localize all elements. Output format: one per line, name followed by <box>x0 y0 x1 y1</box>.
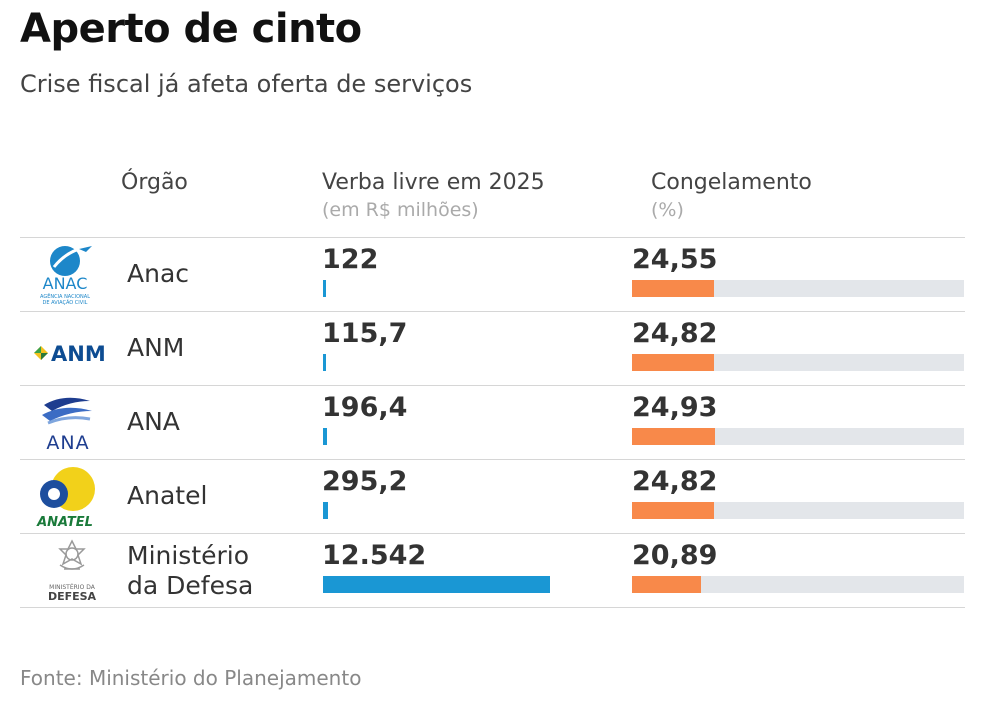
defesa-logo: MINISTÉRIO DA DEFESA <box>24 539 106 603</box>
org-name-line1: Ministério <box>127 541 250 570</box>
congelamento-track <box>632 502 964 519</box>
congelamento-value: 24,55 <box>632 244 718 275</box>
header-congelamento: Congelamento <box>651 170 812 195</box>
verba-bar <box>323 428 327 445</box>
congelamento-bar <box>632 428 715 445</box>
data-table: ANAC AGÊNCIA NACIONAL DE AVIAÇÃO CIVIL A… <box>20 237 965 608</box>
chart-subtitle: Crise fiscal já afeta oferta de serviços <box>20 70 473 98</box>
org-name: Anatel <box>127 481 208 510</box>
verba-value: 196,4 <box>322 392 408 423</box>
ana-logo-text: ANA <box>46 432 89 454</box>
congelamento-track <box>632 280 964 297</box>
verba-bar <box>323 576 550 593</box>
anm-logo-text: ANM <box>51 342 106 366</box>
org-name-line2: da Defesa <box>127 571 254 600</box>
org-name: Ministério da Defesa <box>127 541 253 601</box>
congelamento-bar <box>632 576 702 593</box>
anm-logo: ANM <box>24 317 106 381</box>
table-row: MINISTÉRIO DA DEFESA Ministério da Defes… <box>20 533 965 608</box>
ana-logo: ANA <box>24 391 106 455</box>
congelamento-track <box>632 428 964 445</box>
org-name: Anac <box>127 259 190 288</box>
org-name: ANM <box>127 333 185 362</box>
verba-value: 295,2 <box>322 466 408 497</box>
congelamento-value: 24,82 <box>632 466 718 497</box>
chart-title: Aperto de cinto <box>20 6 362 52</box>
congelamento-track <box>632 354 964 371</box>
congelamento-value: 24,82 <box>632 318 718 349</box>
defesa-logo-text: DEFESA <box>48 590 97 603</box>
header-verba-unit: (em R$ milhões) <box>322 199 479 221</box>
anatel-logo: ANATEL <box>24 465 106 530</box>
verba-bar <box>323 354 326 371</box>
table-row: ANM ANM 115,7 24,82 <box>20 311 965 385</box>
verba-bar <box>323 280 326 297</box>
congelamento-track <box>632 576 964 593</box>
header-orgao: Órgão <box>121 170 188 195</box>
verba-bar <box>323 502 329 519</box>
anac-logo-text: ANAC <box>43 274 88 293</box>
verba-value: 115,7 <box>322 318 408 349</box>
table-row: ANAC AGÊNCIA NACIONAL DE AVIAÇÃO CIVIL A… <box>20 237 965 311</box>
source-note: Fonte: Ministério do Planejamento <box>20 666 362 690</box>
congelamento-bar <box>632 280 714 297</box>
anac-logo-small2: DE AVIAÇÃO CIVIL <box>43 299 88 306</box>
congelamento-bar <box>632 354 715 371</box>
anatel-logo-text: ANATEL <box>36 515 93 529</box>
header-congelamento-unit: (%) <box>651 199 684 221</box>
header-verba: Verba livre em 2025 <box>322 170 545 195</box>
anac-logo: ANAC AGÊNCIA NACIONAL DE AVIAÇÃO CIVIL <box>24 243 106 307</box>
congelamento-value: 20,89 <box>632 540 718 571</box>
congelamento-bar <box>632 502 715 519</box>
verba-value: 12.542 <box>322 540 427 571</box>
verba-value: 122 <box>322 244 379 275</box>
defesa-logo-small: MINISTÉRIO DA <box>49 583 96 591</box>
table-row: ANA ANA 196,4 24,93 <box>20 385 965 459</box>
congelamento-value: 24,93 <box>632 392 718 423</box>
anac-logo-small1: AGÊNCIA NACIONAL <box>40 292 90 300</box>
table-row: ANATEL Anatel 295,2 24,82 <box>20 459 965 533</box>
org-name: ANA <box>127 407 180 436</box>
